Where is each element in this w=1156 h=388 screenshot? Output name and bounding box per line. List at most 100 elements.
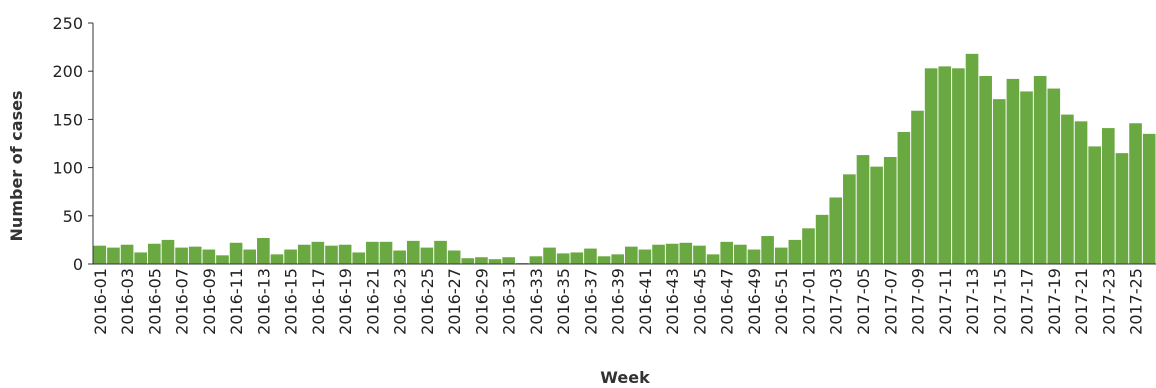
bar-2016-52 bbox=[788, 239, 802, 264]
x-tick-label: 2016-11 bbox=[227, 268, 246, 335]
x-tick-label: 2016-07 bbox=[173, 268, 192, 335]
bar-2017-24 bbox=[1115, 153, 1129, 264]
bar-2017-04 bbox=[843, 174, 856, 264]
bar-2016-15 bbox=[284, 249, 297, 264]
x-tick-label: 2017-19 bbox=[1045, 268, 1064, 335]
x-tick-label: 2016-51 bbox=[772, 268, 791, 335]
bar-2016-36 bbox=[570, 252, 584, 264]
bar-2016-38 bbox=[597, 256, 611, 264]
bar-2016-43 bbox=[665, 243, 679, 264]
bar-2017-23 bbox=[1101, 128, 1115, 264]
x-tick-label: 2016-49 bbox=[745, 268, 764, 335]
x-tick-label: 2016-39 bbox=[609, 268, 628, 335]
bar-2016-20 bbox=[352, 252, 366, 264]
bar-2016-50 bbox=[761, 236, 774, 264]
bar-2016-10 bbox=[216, 255, 229, 264]
x-tick-label: 2016-09 bbox=[200, 268, 219, 335]
y-axis-title: Number of cases bbox=[7, 91, 26, 242]
bar-2016-22 bbox=[379, 241, 393, 264]
bar-2016-01 bbox=[93, 245, 107, 264]
y-axis-ticks: 0 50 100 150 200 250 bbox=[52, 14, 93, 274]
x-tick-label: 2016-29 bbox=[472, 268, 491, 335]
bar-2017-01 bbox=[802, 228, 815, 264]
x-tick-label: 2017-23 bbox=[1099, 268, 1118, 335]
bar-2016-33 bbox=[529, 256, 543, 264]
bar-2016-39 bbox=[611, 254, 624, 264]
bar-2016-40 bbox=[625, 246, 638, 264]
bar-2016-07 bbox=[175, 247, 188, 264]
bar-2017-18 bbox=[1033, 76, 1047, 265]
bar-2017-09 bbox=[911, 110, 924, 264]
bar-2017-02 bbox=[815, 214, 829, 264]
bar-2017-14 bbox=[979, 76, 992, 265]
bar-2016-09 bbox=[202, 249, 216, 264]
bar-2016-27 bbox=[447, 250, 461, 264]
bar-2016-13 bbox=[257, 237, 270, 264]
bar-2017-17 bbox=[1020, 91, 1033, 264]
bar-2016-21 bbox=[366, 241, 379, 264]
x-axis-title: Week bbox=[600, 368, 650, 387]
bar-2016-30 bbox=[488, 259, 502, 264]
bar-2016-35 bbox=[556, 253, 570, 264]
x-tick-label: 2016-17 bbox=[309, 268, 328, 335]
y-tick-label: 200 bbox=[52, 62, 83, 81]
bar-2016-41 bbox=[638, 249, 652, 264]
bar-2016-24 bbox=[406, 240, 420, 264]
bar-2016-19 bbox=[338, 244, 352, 264]
bar-2017-12 bbox=[952, 68, 965, 264]
bar-2016-44 bbox=[679, 242, 693, 264]
y-tick-label: 0 bbox=[73, 255, 83, 274]
x-tick-label: 2016-27 bbox=[445, 268, 464, 335]
bar-2016-29 bbox=[475, 257, 488, 264]
bar-2017-13 bbox=[965, 53, 979, 264]
x-tick-label: 2016-43 bbox=[663, 268, 682, 335]
x-tick-label: 2016-41 bbox=[636, 268, 655, 335]
x-tick-label: 2017-15 bbox=[990, 268, 1009, 335]
x-tick-label: 2016-33 bbox=[527, 268, 546, 335]
bar-2016-23 bbox=[393, 250, 406, 264]
bar-2017-26 bbox=[1142, 133, 1156, 264]
bar-2016-18 bbox=[325, 245, 338, 264]
x-tick-label: 2017-21 bbox=[1072, 268, 1091, 335]
x-tick-label: 2016-37 bbox=[581, 268, 600, 335]
x-tick-label: 2016-01 bbox=[91, 268, 110, 335]
bar-2016-05 bbox=[148, 243, 161, 264]
bar-2017-10 bbox=[924, 68, 938, 264]
x-tick-label: 2017-09 bbox=[909, 268, 928, 335]
bar-2016-14 bbox=[270, 254, 284, 264]
y-tick-label: 250 bbox=[52, 14, 83, 33]
x-tick-label: 2017-01 bbox=[799, 268, 818, 335]
bar-2016-37 bbox=[584, 248, 597, 264]
bar-2016-12 bbox=[243, 249, 257, 264]
bar-2017-05 bbox=[856, 155, 870, 264]
bar-2016-03 bbox=[120, 244, 134, 264]
x-tick-label: 2017-07 bbox=[881, 268, 900, 335]
bar-2017-22 bbox=[1088, 146, 1101, 264]
bars-group bbox=[93, 53, 1156, 265]
bar-2017-25 bbox=[1129, 123, 1142, 264]
bar-2017-16 bbox=[1006, 78, 1020, 264]
x-tick-label: 2017-25 bbox=[1127, 268, 1146, 335]
bar-2016-26 bbox=[434, 240, 447, 264]
y-tick-label: 100 bbox=[52, 159, 83, 178]
x-tick-label: 2016-31 bbox=[500, 268, 519, 335]
x-tick-label: 2017-11 bbox=[936, 268, 955, 335]
bar-2016-49 bbox=[747, 249, 761, 264]
bar-2016-04 bbox=[134, 252, 148, 264]
bar-2017-19 bbox=[1047, 88, 1061, 264]
bar-2017-06 bbox=[870, 166, 883, 264]
bar-2016-06 bbox=[161, 239, 175, 264]
x-tick-label: 2017-17 bbox=[1018, 268, 1037, 335]
y-tick-label: 50 bbox=[63, 207, 83, 226]
bar-2016-48 bbox=[734, 244, 747, 264]
x-tick-label: 2016-47 bbox=[718, 268, 737, 335]
bar-2016-31 bbox=[502, 257, 515, 264]
bar-2017-08 bbox=[897, 131, 911, 264]
bar-2016-28 bbox=[461, 258, 475, 264]
bar-2016-46 bbox=[706, 254, 720, 264]
bar-2017-03 bbox=[829, 197, 843, 264]
bar-2016-25 bbox=[420, 247, 434, 264]
x-tick-label: 2016-03 bbox=[118, 268, 137, 335]
